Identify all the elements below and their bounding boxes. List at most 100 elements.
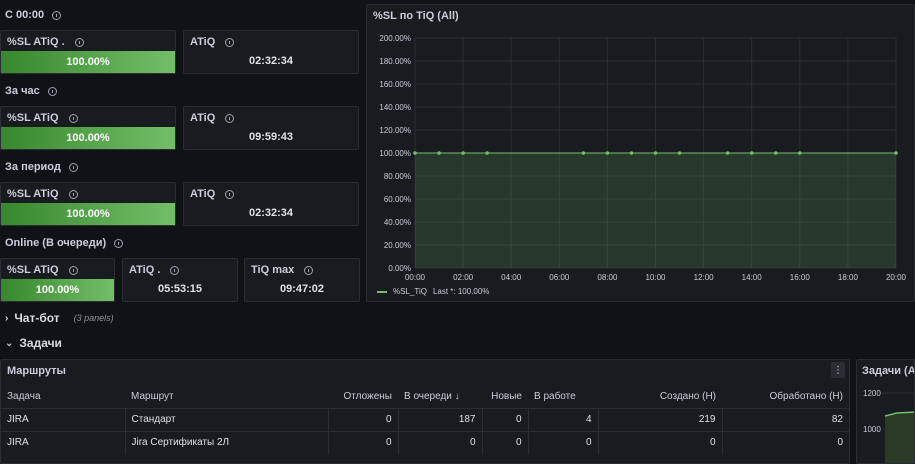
graph-panel-sl-tiq[interactable]: %SL по TiQ (All) 200.00% 180.00% 160.00% 14…	[366, 4, 915, 302]
x-tick-label: 14:00	[742, 273, 763, 282]
stat-value: 02:32:34	[248, 207, 294, 219]
info-icon[interactable]	[47, 86, 57, 96]
info-icon[interactable]	[304, 265, 314, 275]
routes-table-panel[interactable]: Маршруты ⋮ Задача Маршрут Отложены В оче…	[0, 359, 850, 464]
data-point	[437, 151, 441, 155]
routes-table: Задача Маршрут Отложены В очереди ↓ Новы…	[1, 386, 849, 454]
info-icon[interactable]	[225, 37, 235, 47]
y-tick-label: 60.00%	[384, 195, 411, 204]
sort-arrow-icon: ↓	[454, 391, 460, 403]
data-point	[773, 151, 778, 155]
stat-value: 05:53:15	[157, 283, 203, 295]
x-tick-label: 06:00	[549, 273, 570, 282]
stat-panel-sl-atiq-4[interactable]: %SL ATiQ 100.00%	[0, 258, 115, 302]
gauge-bar: 100.00%	[1, 279, 114, 301]
x-tick-label: 20:00	[886, 273, 907, 282]
x-tick-label: 10:00	[645, 273, 666, 282]
stat-panel-atiq-2[interactable]: ATiQ 09:59:43	[183, 106, 359, 150]
data-point	[677, 151, 682, 155]
column-header-sorted[interactable]: В очереди ↓	[404, 391, 460, 403]
chevron-down-icon: ⌄	[5, 337, 14, 349]
data-point	[485, 151, 489, 155]
y-tick-label: 1000	[863, 425, 881, 434]
gauge-bar: 100.00%	[1, 203, 175, 225]
info-icon[interactable]	[68, 265, 78, 275]
y-tick-label: 40.00%	[384, 218, 411, 227]
series-line	[884, 411, 914, 417]
data-point	[413, 151, 417, 155]
graph-legend[interactable]: %SL_TiQ Last *: 100.00%	[377, 287, 489, 296]
series-area	[415, 153, 896, 268]
area-fill	[885, 412, 914, 463]
table-row[interactable]: JIRA Jira Сертификаты 2Л 0 0 0 0 0 0	[1, 430, 849, 454]
sl-tiq-chart: 200.00% 180.00% 160.00% 140.00% 120.00% 100.0…	[379, 34, 907, 282]
gauge-bar: 100.00%	[1, 51, 175, 73]
stat-panel-atiq-3[interactable]: ATiQ 02:32:34	[183, 182, 359, 226]
stat-panel-sl-atiq-1[interactable]: %SL ATiQ . 100.00%	[0, 30, 176, 74]
x-tick-label: 02:00	[453, 273, 474, 282]
stat-panel-sl-atiq-2[interactable]: %SL ATiQ 100.00%	[0, 106, 176, 150]
data-point	[581, 151, 586, 155]
info-icon[interactable]	[68, 113, 78, 123]
info-icon[interactable]	[225, 113, 235, 123]
data-point	[894, 151, 898, 155]
column-header[interactable]: Маршрут	[131, 391, 174, 403]
x-tick-label: 08:00	[597, 273, 618, 282]
x-tick-label: 16:00	[790, 273, 811, 282]
y-tick-label: 120.00%	[379, 126, 411, 135]
stat-value: 09:59:43	[248, 131, 294, 143]
column-header[interactable]: В работе	[534, 391, 576, 403]
info-icon[interactable]	[74, 37, 84, 47]
y-tick-label: 0.00%	[388, 264, 411, 273]
section-title-since-midnight: С 00:00	[5, 9, 62, 21]
stat-value: 02:32:34	[248, 55, 294, 67]
chevron-right-icon: ›	[5, 312, 9, 324]
panel-title: Задачи (All)	[862, 365, 915, 377]
data-point	[629, 151, 634, 155]
row-tasks[interactable]: ⌄ Задачи	[5, 336, 62, 350]
legend-color-swatch	[377, 290, 387, 293]
table-row[interactable]: JIRA Стандарт 0 187 0 4 219 82	[1, 407, 849, 431]
data-point	[798, 151, 802, 155]
data-point	[461, 151, 465, 155]
stat-panel-sl-atiq-3[interactable]: %SL ATiQ 100.00%	[0, 182, 176, 226]
section-title-last-hour: За час	[5, 85, 57, 97]
y-tick-label: 20.00%	[384, 241, 411, 250]
stat-panel-tiq-max[interactable]: TiQ max 09:47:02	[244, 258, 360, 302]
info-icon[interactable]	[52, 10, 62, 20]
data-point	[653, 151, 658, 155]
y-tick-label: 180.00%	[379, 57, 411, 66]
gauge-bar: 100.00%	[1, 127, 175, 149]
panel-menu-icon[interactable]: ⋮	[831, 362, 845, 378]
y-tick-label: 100.00%	[379, 149, 411, 158]
y-tick-label: 140.00%	[379, 103, 411, 112]
column-header[interactable]: Новые	[491, 391, 522, 403]
stat-panel-atiq-1[interactable]: ATiQ 02:32:34	[183, 30, 359, 74]
tasks-mini-chart	[881, 392, 914, 463]
panel-title: Маршруты	[7, 365, 66, 377]
x-tick-label: 00:00	[405, 273, 426, 282]
tasks-all-panel[interactable]: Задачи (All) 1200 1000	[856, 359, 915, 464]
column-header[interactable]: Задача	[7, 391, 41, 403]
y-tick-label: 1200	[863, 389, 881, 398]
row-chatbot[interactable]: › Чат-бот (3 panels)	[5, 311, 114, 325]
y-tick-label: 160.00%	[379, 80, 411, 89]
x-tick-label: 04:00	[501, 273, 522, 282]
data-point	[605, 151, 610, 155]
y-tick-label: 200.00%	[379, 34, 411, 43]
info-icon[interactable]	[68, 162, 78, 172]
info-icon[interactable]	[225, 189, 235, 199]
column-header[interactable]: Отложены	[343, 391, 393, 403]
column-header[interactable]: Создано (Н)	[659, 391, 716, 403]
data-point	[725, 151, 730, 155]
section-title-online-queue: Online (В очереди)	[5, 237, 124, 249]
x-tick-label: 12:00	[694, 273, 715, 282]
column-header[interactable]: Обработано (Н)	[769, 391, 843, 403]
stat-panel-atiq-4[interactable]: ATiQ . 05:53:15	[122, 258, 238, 302]
info-icon[interactable]	[114, 238, 124, 248]
graph-title: %SL по TiQ (All)	[373, 10, 459, 22]
x-tick-label: 18:00	[838, 273, 859, 282]
info-icon[interactable]	[68, 189, 78, 199]
info-icon[interactable]	[170, 265, 180, 275]
data-point	[749, 151, 754, 155]
